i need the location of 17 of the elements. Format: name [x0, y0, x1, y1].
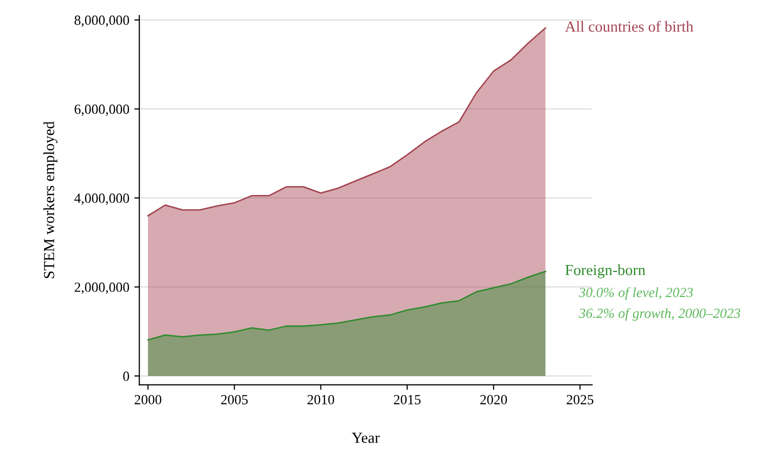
annotation: 36.2% of growth, 2000–2023: [578, 308, 740, 321]
series-label: All countries of birth: [565, 20, 694, 32]
x-axis-title: Year: [352, 432, 380, 443]
y-tick-label: 0: [123, 372, 130, 381]
y-tick-label: 6,000,000: [74, 104, 130, 116]
annotation: 30.0% of level, 2023: [578, 287, 693, 300]
x-tick-label: 2000: [134, 394, 162, 404]
y-tick-label: 2,000,000: [74, 282, 130, 294]
y-axis-title: STEM workers employed: [43, 121, 58, 278]
x-tick-label: 2025: [566, 394, 594, 404]
x-tick-label: 2005: [221, 394, 248, 404]
y-tick-label: 8,000,000: [74, 16, 130, 27]
x-tick-label: 2020: [480, 394, 507, 404]
x-tick-label: 2010: [308, 394, 334, 404]
y-tick-label: 4,000,000: [74, 194, 130, 205]
series-label: Foreign-born: [565, 264, 646, 278]
x-tick-label: 2015: [394, 394, 421, 404]
